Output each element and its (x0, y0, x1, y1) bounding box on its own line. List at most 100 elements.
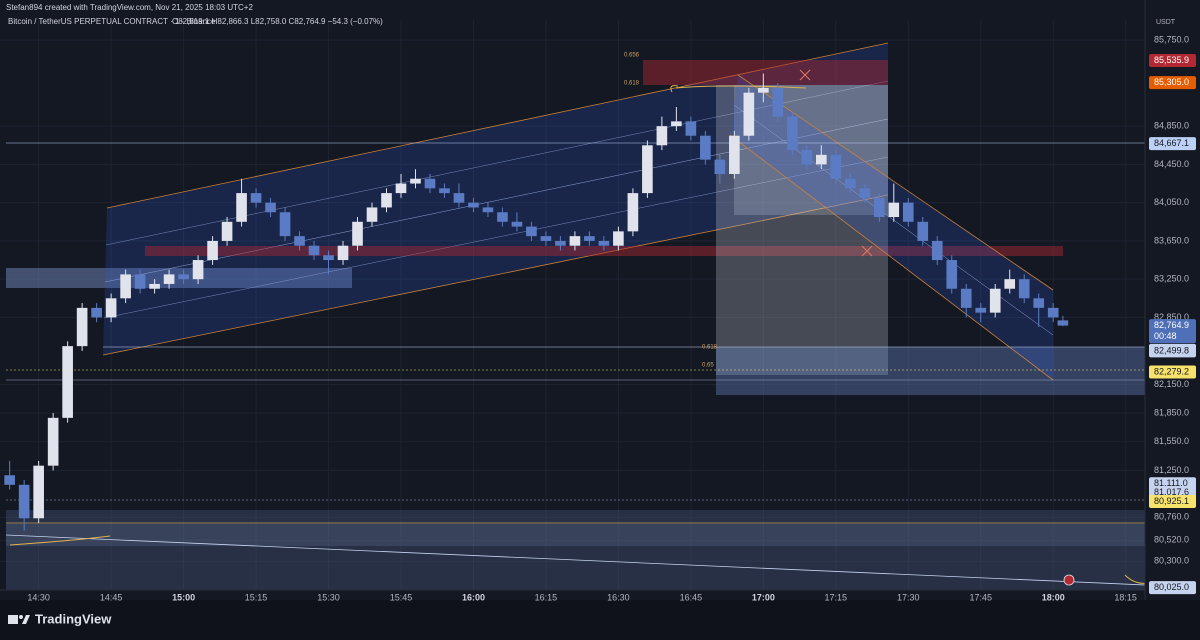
y-tick-label: 81,850.0 (1154, 407, 1189, 417)
y-tick-label: 83,250.0 (1154, 274, 1189, 284)
candle-body (279, 212, 291, 237)
candle-body (598, 240, 610, 246)
price-badge (1149, 319, 1196, 344)
candle-body (1047, 307, 1059, 318)
channel-quarter (103, 156, 889, 319)
candle-body (192, 260, 204, 280)
candle-body (439, 188, 450, 194)
candle-body (337, 245, 349, 261)
y-tick-label: 81,250.0 (1154, 465, 1189, 475)
y-tick-label: 85,750.0 (1154, 34, 1189, 44)
ohlc-readout: O82,819.1 H82,866.3 L82,758.0 C82,764.9 … (172, 17, 383, 26)
brand: TradingView (35, 611, 112, 626)
x-tick-label: 16:30 (607, 592, 630, 602)
alert-icon[interactable] (1063, 574, 1075, 586)
candle-body (323, 255, 334, 261)
y-tick-label: 80,520.0 (1154, 535, 1189, 545)
x-tick-label: 14:45 (100, 592, 123, 602)
cross-mark (861, 245, 873, 257)
candle-body (1004, 279, 1016, 289)
candle-body (62, 346, 73, 418)
annotation: 0.618 (624, 81, 640, 87)
logo-shape (8, 615, 18, 624)
target-box (716, 347, 1148, 395)
channel-edge (737, 74, 1054, 291)
candle-body (743, 92, 755, 136)
drawings: 0.656 0.618 0.618 0.65 (5, 42, 1149, 590)
candle-body (18, 484, 30, 519)
channel-edge (102, 194, 889, 356)
candle-body (149, 283, 160, 289)
x-tick-label: 17:00 (752, 592, 775, 602)
candle-body (482, 207, 494, 213)
candle-body (844, 178, 856, 189)
candle-body (381, 193, 392, 208)
candle-body (758, 87, 769, 93)
candle-body (613, 231, 624, 246)
candle-body (221, 221, 233, 241)
candle-body (207, 240, 218, 261)
candle-body (888, 202, 900, 218)
candle-body (468, 202, 479, 208)
brand-logo (8, 615, 30, 624)
price-badge (1149, 344, 1196, 358)
y-tick-label: 81,550.0 (1154, 436, 1189, 446)
rising-channel (103, 43, 888, 355)
chart-title: Bitcoin / TetherUS PERPETUAL CONTRACT · … (8, 17, 216, 26)
candle-body (714, 159, 726, 174)
candle-body (569, 236, 581, 246)
candle-body (946, 260, 958, 289)
price-badge (1149, 137, 1196, 151)
x-tick-label: 15:00 (172, 592, 195, 602)
candle-body (1057, 320, 1069, 326)
candle-body (105, 298, 117, 318)
price-badge-label: 85,535.9 (1154, 55, 1189, 65)
x-tick-label: 18:15 (1114, 592, 1137, 602)
price-badge-label: 82,279.2 (1154, 366, 1189, 376)
price-badge-label: 84,667.1 (1154, 138, 1189, 148)
y-tick-label: 80,300.0 (1154, 556, 1189, 566)
cross-mark (799, 69, 811, 81)
price-badge-label: 80,025.0 (1154, 582, 1189, 592)
candle-body (540, 236, 552, 241)
x-tick-label: 18:00 (1042, 592, 1065, 602)
y-tick-label: 84,050.0 (1154, 197, 1189, 207)
candle-body (917, 221, 929, 241)
x-tick-label: 15:15 (245, 592, 268, 602)
candle-body (352, 221, 363, 246)
price-badge (1149, 581, 1196, 595)
candle-body (859, 188, 871, 198)
price-badge-label: 85,305.0 (1154, 77, 1189, 87)
candle-body (366, 207, 378, 222)
candle-body (815, 154, 827, 165)
supply-box (643, 60, 888, 85)
candle-body (931, 240, 943, 261)
candle-body (453, 193, 465, 203)
y-tick-label: 84,850.0 (1154, 121, 1189, 131)
axis-labels: 85,750.0 84,850.0 84,450.0 84,050.0 83,650.0… (27, 34, 1196, 602)
candle-body (989, 288, 1001, 313)
y-tick-label: 80,760.0 (1154, 512, 1189, 522)
y-tick-label: 84,450.0 (1154, 159, 1189, 169)
channel-edge (729, 134, 1054, 381)
candle-body (236, 193, 247, 222)
annotation: 0.618 (702, 345, 718, 351)
price-axis (1145, 0, 1200, 600)
candle-body (975, 307, 987, 313)
candle-body (511, 221, 523, 227)
y-tick-label: 83,650.0 (1154, 235, 1189, 245)
channel-edge (106, 42, 889, 209)
x-tick-label: 17:15 (825, 592, 848, 602)
x-tick-label: 14:30 (27, 592, 50, 602)
logo-shape (19, 615, 23, 619)
candle-body (163, 274, 175, 284)
candle-body (424, 178, 436, 189)
candle-body (526, 226, 537, 237)
credit: Stefan894 created with TradingView.com, … (6, 3, 253, 12)
price-badge-label: 81,111.0 (1154, 478, 1188, 488)
candle-body (642, 145, 653, 194)
footer (0, 600, 1200, 640)
x-tick-label: 16:45 (680, 592, 703, 602)
price-badge (1149, 495, 1196, 509)
candle-body (685, 121, 697, 136)
